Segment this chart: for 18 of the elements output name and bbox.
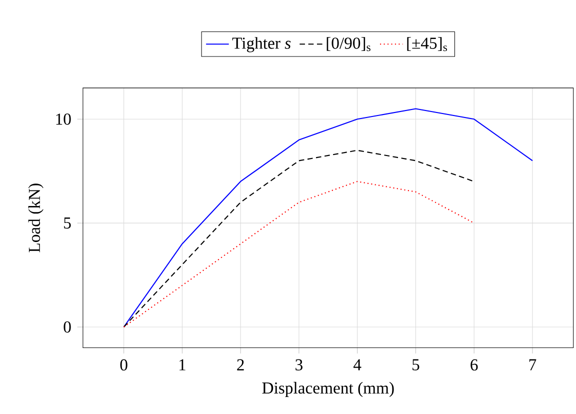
legend-label: [±45]$_{s}$ [407,37,447,52]
x-tick-label: 6 [470,359,478,371]
line-series [123,181,475,328]
y-tick-label: 10 [56,114,71,125]
legend-label: Tighter s [232,37,291,52]
legend-label: [0/90]$_{s}$ [326,37,370,52]
line-series [123,108,533,328]
x-tick-label: 4 [354,359,362,370]
x-tick-label: 0 [120,359,128,371]
x-tick-label: 5 [412,359,420,370]
x-axis-title: Displacement (mm) [262,382,394,398]
x-tick-label: 3 [296,359,302,371]
x-tick-label: 1 [179,359,186,370]
x-tick-label: 7 [529,359,536,370]
y-axis-title: Load (kN) [28,184,44,252]
y-tick-label: 0 [64,322,71,333]
y-tick-label: 5 [64,218,71,229]
x-tick-label: 2 [237,359,244,370]
